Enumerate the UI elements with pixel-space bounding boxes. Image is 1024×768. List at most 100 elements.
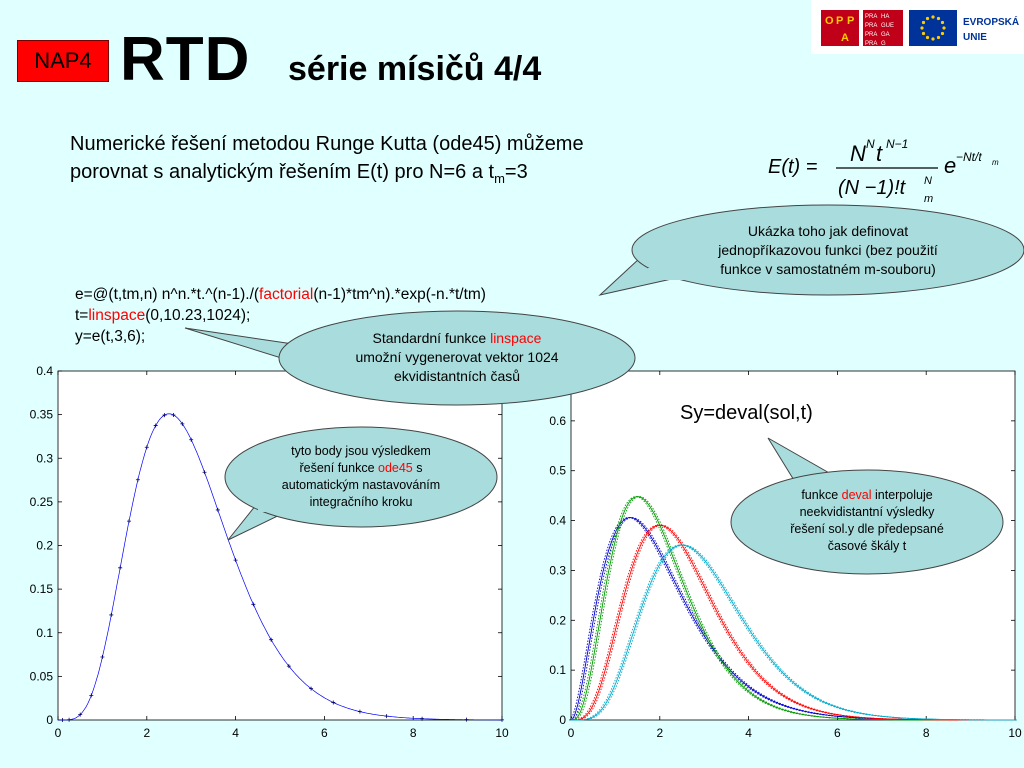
logo-strip: O P P A PRA HA PRA GUE PRA GA PRA G EVRO… xyxy=(811,0,1024,54)
ode45-point xyxy=(127,519,132,524)
ode45-point xyxy=(118,565,123,570)
nap4-badge: NAP4 xyxy=(17,40,109,82)
svg-text:GUE: GUE xyxy=(881,23,894,29)
slide-subtitle: série mísičů 4/4 xyxy=(288,50,542,88)
ode45-point xyxy=(171,413,176,417)
svg-text:PRA: PRA xyxy=(865,32,877,38)
ode45-point xyxy=(251,602,256,607)
y-tick-label: 0 xyxy=(559,713,566,727)
x-tick-label: 4 xyxy=(232,726,239,740)
eu-label: EVROPSKÁ xyxy=(963,15,1019,28)
opp-logo: O P P A xyxy=(821,10,859,46)
x-tick-label: 8 xyxy=(410,726,417,740)
ode45-point xyxy=(100,655,105,660)
ode45-point xyxy=(67,717,72,722)
svg-text:PRA: PRA xyxy=(865,23,877,29)
intro-text: Numerické řešení metodou Runge Kutta (od… xyxy=(70,130,760,193)
callout-function-definition-text: Ukázka toho jak definovat jednopříkazovo… xyxy=(718,223,938,277)
ode45-point xyxy=(464,717,469,722)
ode45-point xyxy=(215,507,220,512)
callout-ode45-text: tyto body jsou výsledkem řešení funkce o… xyxy=(281,444,441,509)
ode45-point xyxy=(78,712,83,717)
formula-num-t: t xyxy=(876,141,883,166)
formula-den: (N −1)!t xyxy=(838,177,907,199)
y-tick-label: 0.35 xyxy=(30,408,54,422)
ode45-point xyxy=(420,716,425,721)
y-tick-label: 0 xyxy=(46,713,53,727)
x-tick-label: 6 xyxy=(321,726,328,740)
ode45-point xyxy=(384,714,389,719)
y-tick-label: 0.05 xyxy=(30,669,54,683)
deval-series-3 xyxy=(572,544,1017,721)
ode45-point xyxy=(109,612,114,617)
ode45-point xyxy=(500,717,504,722)
x-tick-label: 10 xyxy=(495,726,509,740)
deval-series-3 xyxy=(569,544,1014,721)
y-tick-label: 0.4 xyxy=(36,364,53,378)
callout-linspace-text: Standardní funkce linspace umožní vygene… xyxy=(355,330,559,384)
y-tick-label: 0.2 xyxy=(36,539,53,553)
x-tick-label: 2 xyxy=(656,726,663,740)
code-line-1: e=@(t,tm,n) n^n.*t.^(n-1)./(factorial(n-… xyxy=(75,286,486,303)
eu-label: UNIE xyxy=(963,32,987,43)
formula-den-sub: m xyxy=(924,193,933,205)
y-tick-label: 0.25 xyxy=(30,495,54,509)
y-tick-label: 0.3 xyxy=(36,451,53,465)
y-tick-label: 0.5 xyxy=(549,464,566,478)
ode45-point xyxy=(233,558,238,563)
x-tick-label: 10 xyxy=(1008,726,1022,740)
formula-lhs: E(t) = xyxy=(768,156,817,178)
x-tick-label: 8 xyxy=(923,726,930,740)
ode45-point xyxy=(309,686,314,691)
ode45-point xyxy=(269,637,274,642)
ode45-point xyxy=(202,470,207,475)
ode45-point xyxy=(162,413,167,418)
y-tick-label: 0.6 xyxy=(549,414,566,428)
formula-den-sup: N xyxy=(924,175,932,187)
slide-title: RTD xyxy=(120,25,251,94)
svg-text:PRA: PRA xyxy=(865,41,877,47)
ode45-point xyxy=(180,421,185,426)
formula-exp-sub: m xyxy=(992,158,999,167)
deval-series-1 xyxy=(572,496,1017,721)
y-tick-label: 0.1 xyxy=(549,663,566,677)
matlab-code: e=@(t,tm,n) n^n.*t.^(n-1)./(factorial(n-… xyxy=(75,284,486,347)
svg-text:HA: HA xyxy=(881,14,889,20)
intro-line-1: Numerické řešení metodou Runge Kutta (od… xyxy=(70,133,584,155)
x-tick-label: 4 xyxy=(745,726,752,740)
deval-label: Sy=deval(sol,t) xyxy=(680,402,813,424)
y-tick-label: 0.15 xyxy=(30,582,54,596)
opp-letter: O xyxy=(825,15,834,27)
x-tick-label: 6 xyxy=(834,726,841,740)
svg-text:GA: GA xyxy=(881,32,890,38)
opp-letter: P xyxy=(847,15,854,27)
series-line-analytic xyxy=(58,413,502,721)
y-tick-label: 0.3 xyxy=(549,563,566,577)
svg-text:PRA: PRA xyxy=(865,14,877,20)
y-tick-label: 0.4 xyxy=(549,514,566,528)
opp-letter: A xyxy=(841,32,849,44)
ode45-point xyxy=(153,423,158,428)
ode45-point xyxy=(357,709,362,714)
y-tick-label: 0.2 xyxy=(549,613,566,627)
ode45-point xyxy=(331,700,336,705)
ode45-point xyxy=(60,717,65,722)
deval-series-1 xyxy=(569,496,1014,721)
svg-text:G: G xyxy=(881,41,886,47)
ode45-point xyxy=(89,693,94,698)
opp-letter: P xyxy=(836,15,843,27)
code-line-3: y=e(t,3,6); xyxy=(75,328,146,345)
x-tick-label: 0 xyxy=(568,726,575,740)
y-tick-label: 0.1 xyxy=(36,626,53,640)
callout-deval-text: funkce deval interpoluje neekvidistantní… xyxy=(790,488,944,553)
chart-ode45: 0 2 4 6 8 10 0 0.05 0.1 0.15 0.2 0.25 0.3 0.35 0.4 xyxy=(30,364,509,740)
ode45-point xyxy=(144,445,149,450)
ode45-point xyxy=(189,437,194,442)
x-tick-label: 0 xyxy=(55,726,62,740)
x-tick-label: 2 xyxy=(143,726,150,740)
formula-exp-base: e xyxy=(944,153,956,178)
ode45-point xyxy=(135,477,140,482)
formula-num-t-sup: N−1 xyxy=(886,137,908,151)
ode45-point xyxy=(286,664,291,669)
chart-deval: 0 2 4 6 8 10 0 0.1 0.2 0.3 0.4 0.5 0.6 xyxy=(549,370,1022,740)
